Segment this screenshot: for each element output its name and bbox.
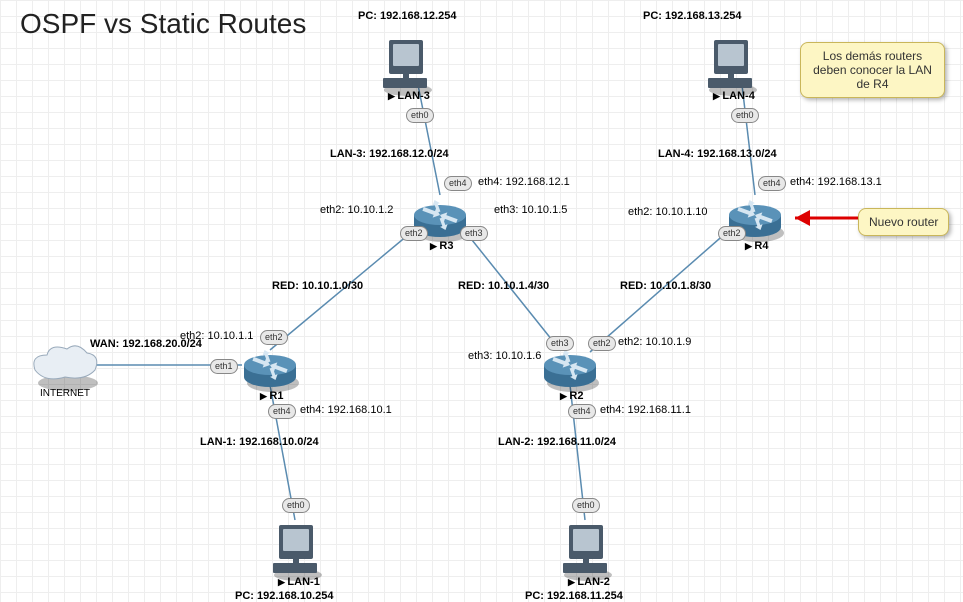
- diagram-canvas: OSPF vs Static Routes: [0, 0, 963, 602]
- lan1-eth0-port: eth0: [282, 498, 310, 513]
- red1-label: RED: 10.10.1.0/30: [272, 280, 363, 292]
- r1-eth2-ip: eth2: 10.10.1.1: [180, 330, 253, 342]
- r3-eth3-ip: eth3: 10.10.1.5: [494, 204, 567, 216]
- cloud-internet-name: INTERNET: [40, 388, 90, 399]
- router-r2-name: R2: [560, 390, 583, 402]
- r2-eth4-ip: eth4: 192.168.11.1: [600, 404, 691, 416]
- red3-label: RED: 10.10.1.8/30: [620, 280, 711, 292]
- pc-lan1-ip: PC: 192.168.10.254: [235, 590, 333, 602]
- lan2-net-label: LAN-2: 192.168.11.0/24: [498, 436, 616, 448]
- red2-label: RED: 10.10.1.4/30: [458, 280, 549, 292]
- r2-eth3-port: eth3: [546, 336, 574, 351]
- r4-eth2-ip: eth2: 10.10.1.10: [628, 206, 708, 218]
- note-others-know-lan: Los demás routers deben conocer la LAN d…: [800, 42, 945, 98]
- lan4-eth0-port: eth0: [731, 108, 759, 123]
- r4-eth2-port: eth2: [718, 226, 746, 241]
- r1-eth4-ip: eth4: 192.168.10.1: [300, 404, 392, 416]
- r2-eth2-ip: eth2: 10.10.1.9: [618, 336, 691, 348]
- r1-eth2-port: eth2: [260, 330, 288, 345]
- lan2-eth0-port: eth0: [572, 498, 600, 513]
- pc-lan4-name: LAN-4: [713, 90, 755, 102]
- pc-lan1-name: LAN-1: [278, 576, 320, 588]
- diagram-title: OSPF vs Static Routes: [20, 8, 306, 40]
- router-r4-name: R4: [745, 240, 768, 252]
- lan3-net-label: LAN-3: 192.168.12.0/24: [330, 148, 449, 160]
- r2-eth3-ip: eth3: 10.10.1.6: [468, 350, 541, 362]
- r1-eth1-port: eth1: [210, 359, 238, 374]
- r3-eth4-ip: eth4: 192.168.12.1: [478, 176, 570, 188]
- pc-lan2-name: LAN-2: [568, 576, 610, 588]
- r3-eth2-ip: eth2: 10.10.1.2: [320, 204, 393, 216]
- router-r1-name: R1: [260, 390, 283, 402]
- r4-eth4-ip: eth4: 192.168.13.1: [790, 176, 882, 188]
- pc-lan2-ip: PC: 192.168.11.254: [525, 590, 623, 602]
- router-r3-name: R3: [430, 240, 453, 252]
- lan1-net-label: LAN-1: 192.168.10.0/24: [200, 436, 319, 448]
- lan3-eth0-port: eth0: [406, 108, 434, 123]
- r4-eth4-port: eth4: [758, 176, 786, 191]
- pc-lan4-ip: PC: 192.168.13.254: [643, 10, 741, 22]
- r2-eth2-port: eth2: [588, 336, 616, 351]
- r3-eth4-port: eth4: [444, 176, 472, 191]
- note-new-router: Nuevo router: [858, 208, 949, 236]
- r3-eth3-port: eth3: [460, 226, 488, 241]
- r2-eth4-port: eth4: [568, 404, 596, 419]
- pc-lan3-ip: PC: 192.168.12.254: [358, 10, 456, 22]
- r1-eth4-port: eth4: [268, 404, 296, 419]
- lan4-net-label: LAN-4: 192.168.13.0/24: [658, 148, 777, 160]
- pc-lan3-name: LAN-3: [388, 90, 430, 102]
- r3-eth2-port: eth2: [400, 226, 428, 241]
